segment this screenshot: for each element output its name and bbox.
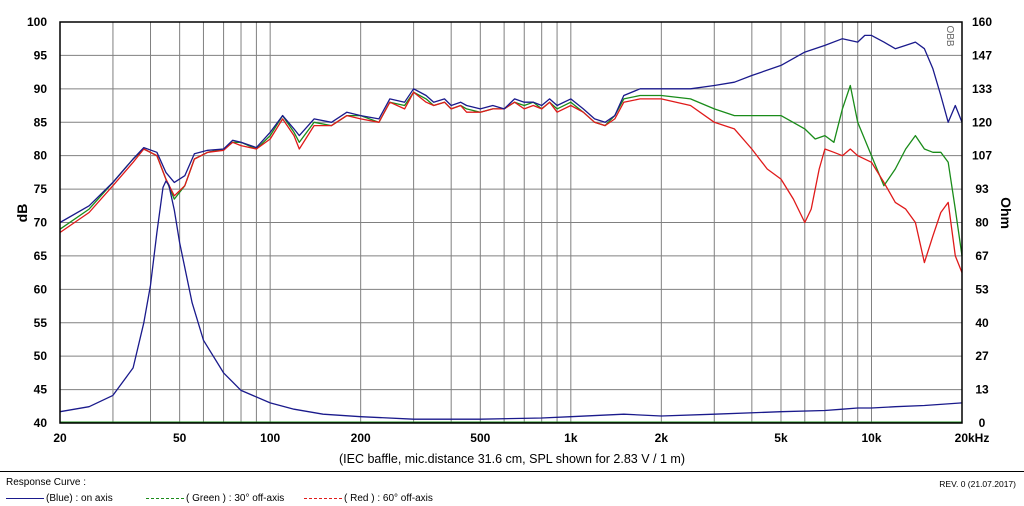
x-tick-label: 20kHz xyxy=(955,431,990,445)
legend-swatch-red xyxy=(304,497,342,499)
legend: Response Curve : (Blue) : on axis ( Gree… xyxy=(0,474,1024,506)
x-tick-label: 200 xyxy=(351,431,371,445)
legend-swatch-blue xyxy=(6,497,44,499)
y-tick-label-left: 55 xyxy=(34,316,48,330)
y-tick-label-left: 40 xyxy=(34,416,48,430)
y-tick-label-right: 120 xyxy=(972,115,992,129)
legend-title: Response Curve : xyxy=(6,477,87,488)
x-tick-label: 5k xyxy=(774,431,788,445)
curve-impedance xyxy=(59,180,963,420)
y-tick-label-right: 160 xyxy=(972,15,992,29)
legend-item-green: ( Green ) : 30° off-axis xyxy=(146,493,284,504)
x-tick-label: 500 xyxy=(470,431,490,445)
plot-frame xyxy=(59,21,963,424)
x-tick-label: 2k xyxy=(655,431,669,445)
legend-swatch-green xyxy=(146,497,184,499)
y-tick-label-left: 80 xyxy=(34,149,48,163)
grid xyxy=(59,21,963,424)
legend-item-blue: (Blue) : on axis xyxy=(6,493,113,504)
x-tick-label: 100 xyxy=(260,431,280,445)
y-tick-label-right: 107 xyxy=(972,149,992,163)
y-tick-label-right: 40 xyxy=(975,316,989,330)
chart-caption: (IEC baffle, mic.distance 31.6 cm, SPL s… xyxy=(339,452,685,466)
legend-item-red: ( Red ) : 60° off-axis xyxy=(304,493,433,504)
y-tick-label-left: 75 xyxy=(34,182,48,196)
legend-label-red: ( Red ) : 60° off-axis xyxy=(344,493,433,504)
y-axis-title-right: Ohm xyxy=(998,197,1014,229)
y-tick-label-left: 50 xyxy=(34,349,48,363)
curve-green-30deg xyxy=(59,84,963,256)
y-tick-label-right: 93 xyxy=(975,182,989,196)
x-tick-label: 1k xyxy=(564,431,578,445)
y-tick-label-right: 0 xyxy=(979,416,986,430)
side-label: ОВВ xyxy=(944,25,955,46)
y-tick-label-left: 85 xyxy=(34,115,48,129)
x-tick-label: 20 xyxy=(53,431,67,445)
curve-red-60deg xyxy=(59,91,963,273)
y-tick-label-right: 13 xyxy=(975,383,989,397)
y-tick-label-left: 45 xyxy=(34,383,48,397)
y-tick-label-left: 95 xyxy=(34,48,48,62)
x-tick-label: 50 xyxy=(173,431,187,445)
y-tick-label-right: 27 xyxy=(975,349,989,363)
curves xyxy=(59,34,963,423)
curve-blue-on-axis xyxy=(59,34,963,224)
y-tick-label-right: 67 xyxy=(975,249,989,263)
y-tick-label-left: 70 xyxy=(34,216,48,230)
x-tick-label: 10k xyxy=(861,431,881,445)
tick-labels: 20 50 100 200 500 1k 2k 5k 10k 20kHz1009590858075… xyxy=(27,15,992,445)
y-tick-label-right: 147 xyxy=(972,48,992,62)
revision-label: REV. 0 (21.07.2017) xyxy=(939,479,1016,489)
y-tick-label-right: 53 xyxy=(975,282,989,296)
y-tick-label-left: 60 xyxy=(34,282,48,296)
y-axis-title-left: dB xyxy=(14,204,30,223)
legend-label-blue: (Blue) : on axis xyxy=(46,493,113,504)
y-tick-label-left: 65 xyxy=(34,249,48,263)
legend-label-green: ( Green ) : 30° off-axis xyxy=(186,493,285,504)
y-tick-label-left: 100 xyxy=(27,15,47,29)
y-tick-label-right: 133 xyxy=(972,82,992,96)
y-tick-label-left: 90 xyxy=(34,82,48,96)
y-tick-label-right: 80 xyxy=(975,216,989,230)
